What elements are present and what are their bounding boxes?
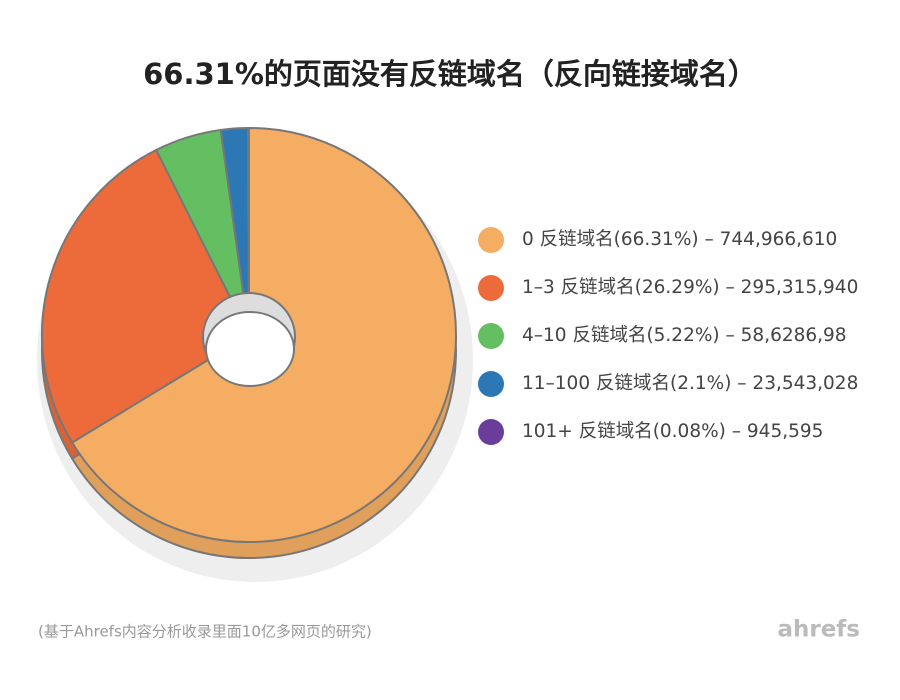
pie	[41, 127, 457, 559]
slice	[41, 148, 250, 444]
legend-label: 11–100 反链域名(2.1%) – 23,543,028	[522, 373, 858, 394]
slice	[246, 127, 250, 336]
legend-swatch	[478, 371, 504, 397]
legend-label: 101+ 反链域名(0.08%) – 945,595	[522, 421, 823, 442]
legend-swatch	[478, 275, 504, 301]
hole	[205, 311, 295, 387]
legend-swatch	[478, 323, 504, 349]
legend-swatch	[478, 419, 504, 445]
chart-title: 66.31%的页面没有反链域名（反向链接域名）	[143, 57, 757, 91]
brand-logo: ahrefs	[777, 617, 860, 643]
legend-swatch	[478, 227, 504, 253]
legend-label: 1–3 反链域名(26.29%) – 295,315,940	[522, 277, 858, 298]
legend-label: 4–10 反链域名(5.22%) – 58,6286,98	[522, 325, 847, 346]
footnote: (基于Ahrefs内容分析收录里面10亿多网页的研究)	[38, 623, 372, 641]
legend: 0 反链域名(66.31%) – 744,966,610 1–3 反链域名(26.…	[478, 227, 858, 445]
legend-label: 0 反链域名(66.31%) – 744,966,610	[522, 229, 837, 250]
